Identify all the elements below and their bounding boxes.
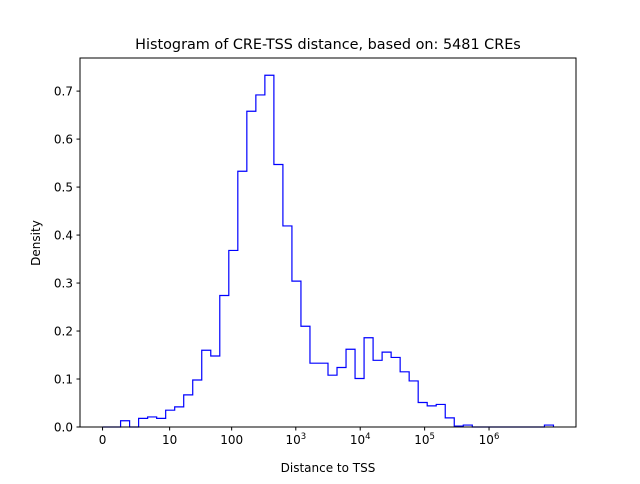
histogram-bin [382, 352, 391, 427]
histogram-bin [247, 111, 256, 427]
histogram-step-line [102, 74, 555, 428]
histogram-bin [256, 95, 265, 427]
histogram-bin [121, 421, 130, 427]
y-tick-label: 0.5 [54, 180, 73, 194]
x-tick-label: 0 [99, 433, 107, 447]
histogram-bin [391, 357, 400, 427]
histogram-bin [436, 404, 445, 427]
chart-title: Histogram of CRE-TSS distance, based on:… [135, 37, 521, 53]
histogram-bin [292, 281, 301, 427]
x-tick-label: 104 [350, 432, 371, 447]
x-tick-label: 10 [162, 433, 177, 447]
histogram-bin [175, 407, 184, 427]
histogram-bin [148, 417, 157, 427]
histogram-bin [229, 250, 238, 427]
histogram-bin [265, 75, 274, 427]
histogram-bin [319, 363, 328, 427]
histogram-bin [400, 372, 409, 427]
axes-frame [79, 57, 577, 428]
histogram-bin [346, 349, 355, 427]
y-tick-label: 0.1 [54, 372, 73, 386]
x-tick-label: 100 [220, 433, 243, 447]
histogram-bin [202, 350, 211, 427]
histogram-bin [238, 171, 247, 427]
histogram-bin [364, 338, 373, 427]
histogram-bin [166, 410, 175, 427]
histogram-bin [409, 381, 418, 427]
y-tick-label: 0.2 [54, 324, 73, 338]
histogram-bin [283, 226, 292, 427]
y-tick-label: 0.6 [54, 132, 73, 146]
x-axis-label: Distance to TSS [281, 461, 376, 475]
histogram-bin [445, 418, 454, 427]
y-tick-label: 0.7 [54, 84, 73, 98]
histogram-bin [373, 360, 382, 427]
histogram-bin [184, 395, 193, 427]
histogram-bin [337, 367, 346, 427]
histogram-bin [274, 165, 283, 427]
histogram-bin [310, 363, 319, 427]
y-tick-label: 0.4 [54, 228, 73, 242]
histogram-bin [157, 418, 166, 427]
histogram-bin [328, 375, 337, 427]
histogram-bin [355, 379, 364, 427]
histogram-bin [211, 356, 220, 427]
histogram-bin [427, 406, 436, 427]
histogram-bin [418, 403, 427, 427]
x-tick-label: 106 [479, 432, 500, 447]
histogram-bin [301, 326, 310, 427]
histogram-bin [220, 296, 229, 427]
y-tick-label: 0.3 [54, 276, 73, 290]
x-tick-label: 103 [285, 432, 306, 447]
y-tick-label: 0.0 [54, 420, 73, 434]
x-tick-label: 105 [414, 432, 435, 447]
histogram-bin [139, 418, 148, 427]
histogram-bin [193, 380, 202, 427]
y-axis-label: Density [29, 220, 43, 266]
